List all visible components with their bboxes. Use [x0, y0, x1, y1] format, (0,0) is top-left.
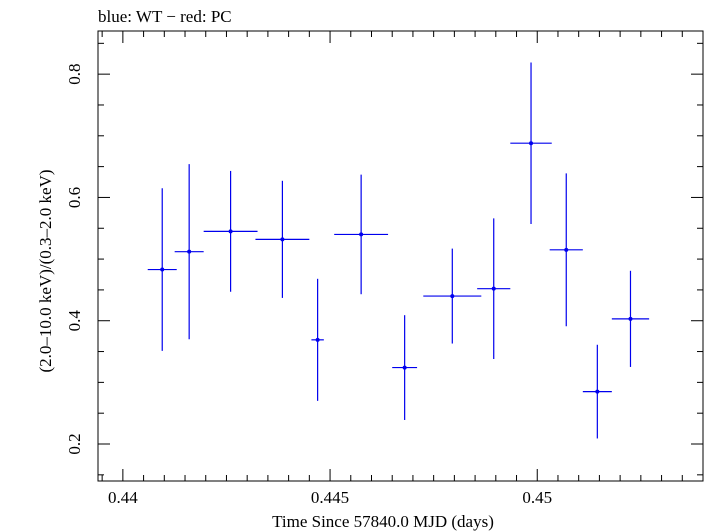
point-marker [628, 316, 633, 321]
x-tick-label: 0.45 [522, 488, 552, 507]
point-marker [564, 247, 569, 252]
chart-title: blue: WT − red: PC [98, 7, 232, 26]
data-series [147, 62, 650, 439]
y-tick-label: 0.8 [65, 64, 84, 85]
data-point [147, 188, 177, 351]
point-marker [187, 249, 192, 254]
data-point [549, 173, 583, 327]
y-tick-label: 0.6 [65, 187, 84, 208]
plot-frame [97, 30, 704, 482]
data-point [174, 164, 204, 340]
point-marker [315, 337, 320, 342]
axis-ticks: 0.44 0.445 0.45 0.2 0.4 0.6 0.8 [65, 31, 703, 507]
data-point [477, 218, 511, 359]
x-axis-label: Time Since 57840.0 MJD (days) [272, 512, 494, 531]
point-marker [402, 365, 407, 370]
y-axis-label: (2.0–10.0 keV)/(0.3–2.0 keV) [36, 169, 55, 372]
y-tick-label: 0.2 [65, 433, 84, 454]
data-point [255, 180, 310, 298]
x-tick-label: 0.44 [108, 488, 138, 507]
data-point [203, 170, 258, 292]
data-point [334, 174, 389, 295]
point-marker [529, 141, 534, 146]
data-point [611, 270, 650, 367]
y-tick-label: 0.4 [65, 310, 84, 332]
point-marker [228, 229, 233, 234]
data-point [392, 315, 418, 420]
data-point [423, 248, 482, 344]
data-point [582, 344, 612, 439]
point-marker [450, 294, 455, 299]
data-point [311, 278, 324, 401]
point-marker [595, 389, 600, 394]
point-marker [491, 286, 496, 291]
point-marker [160, 267, 165, 272]
point-marker [359, 232, 364, 237]
point-marker [280, 237, 285, 242]
x-tick-label: 0.445 [311, 488, 349, 507]
data-point [510, 62, 552, 224]
